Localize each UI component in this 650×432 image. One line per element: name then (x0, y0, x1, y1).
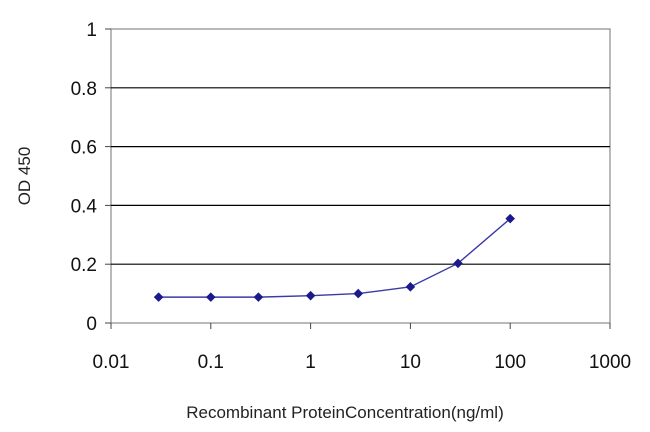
x-tick-label: 100 (494, 352, 526, 373)
y-tick-label: 0.6 (71, 138, 97, 159)
x-tick-label: 10 (400, 352, 421, 373)
y-tick-label: 0.2 (71, 255, 97, 276)
data-point-marker (453, 258, 463, 269)
x-axis-title: Recombinant ProteinConcentration(ng/ml) (186, 403, 504, 422)
data-point-marker (405, 282, 416, 292)
series-markers (153, 213, 515, 302)
x-tick-label: 1000 (589, 352, 631, 373)
grid-lines (111, 87, 610, 265)
data-point-marker (305, 290, 316, 301)
x-axis-ticks: 0.01 0.1 1 10 100 1000 (93, 323, 631, 373)
plot-area (110, 28, 611, 324)
y-tick-label: 0.8 (71, 79, 97, 100)
x-tick-label: 0.1 (198, 352, 224, 373)
data-point-marker (153, 292, 164, 302)
x-tick-label: 1 (305, 352, 316, 373)
y-tick-label: 1 (86, 20, 97, 41)
x-tick-label: 0.01 (93, 352, 130, 373)
data-point-marker (353, 288, 364, 299)
data-point-marker (206, 292, 216, 302)
series-line (158, 218, 511, 298)
y-axis-title: OD 450 (15, 147, 34, 206)
y-axis-ticks: 0 0.2 0.4 0.6 0.8 1 (71, 20, 111, 335)
y-tick-label: 0.4 (71, 196, 98, 217)
data-point-marker (505, 213, 515, 224)
data-point-marker (253, 292, 264, 302)
y-tick-label: 0 (86, 314, 97, 335)
